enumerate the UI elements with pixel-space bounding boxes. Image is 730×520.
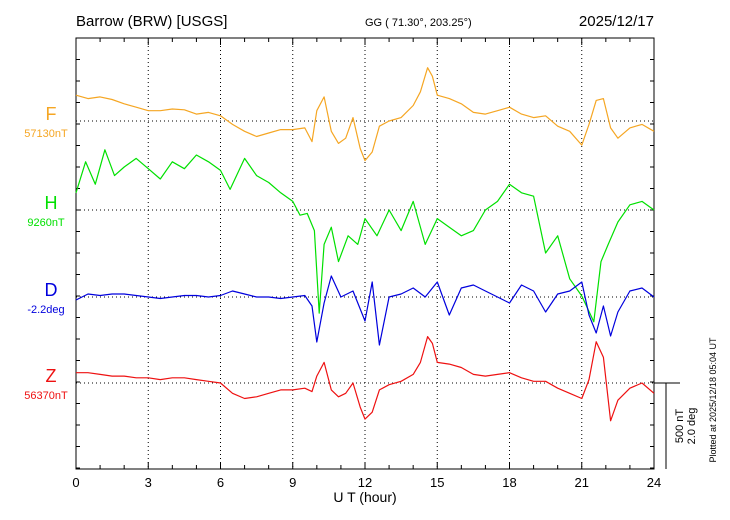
series-baseline-f: 57130nT xyxy=(24,128,68,140)
x-tick-label: 6 xyxy=(217,475,224,490)
x-tick-label: 18 xyxy=(502,475,516,490)
scale-nt-label: 500 nT xyxy=(674,409,686,444)
series-labels: F 57130nT H 9260nT D -2.2deg Z 56370nT xyxy=(24,104,68,402)
x-tick-label: 0 xyxy=(72,475,79,490)
x-tick-label: 3 xyxy=(145,475,152,490)
series-baseline-h: 9260nT xyxy=(27,217,65,229)
x-tick-label: 21 xyxy=(575,475,589,490)
series-name-h: H xyxy=(45,193,58,213)
plotted-timestamp: Plotted at 2025/12/18 05:04 UT xyxy=(708,337,718,463)
date-label: 2025/12/17 xyxy=(579,13,654,30)
x-tick-label: 15 xyxy=(430,475,444,490)
series-line-f xyxy=(75,67,655,162)
series-baseline-d: -2.2deg xyxy=(27,304,64,316)
x-axis-label: U T (hour) xyxy=(333,489,396,505)
series-name-f: F xyxy=(46,104,57,124)
minor-ticks xyxy=(75,37,655,469)
series-line-h xyxy=(75,149,655,323)
x-axis-ticks: 0 3 6 9 12 15 18 21 24 xyxy=(72,475,661,490)
series-layer xyxy=(75,67,655,422)
series-line-d xyxy=(75,275,655,346)
series-name-z: Z xyxy=(46,366,57,386)
coordinates-label: GG ( 71.30°, 203.25°) xyxy=(365,17,472,29)
station-title: Barrow (BRW) [USGS] xyxy=(76,13,227,30)
series-baseline-z: 56370nT xyxy=(24,390,68,402)
series-line-z xyxy=(76,336,655,422)
x-tick-label: 9 xyxy=(289,475,296,490)
scale-deg-label: 2.0 deg xyxy=(686,408,698,445)
series-name-d: D xyxy=(45,280,58,300)
x-tick-label: 12 xyxy=(358,475,372,490)
grid-lines xyxy=(76,38,654,469)
x-tick-label: 24 xyxy=(647,475,661,490)
